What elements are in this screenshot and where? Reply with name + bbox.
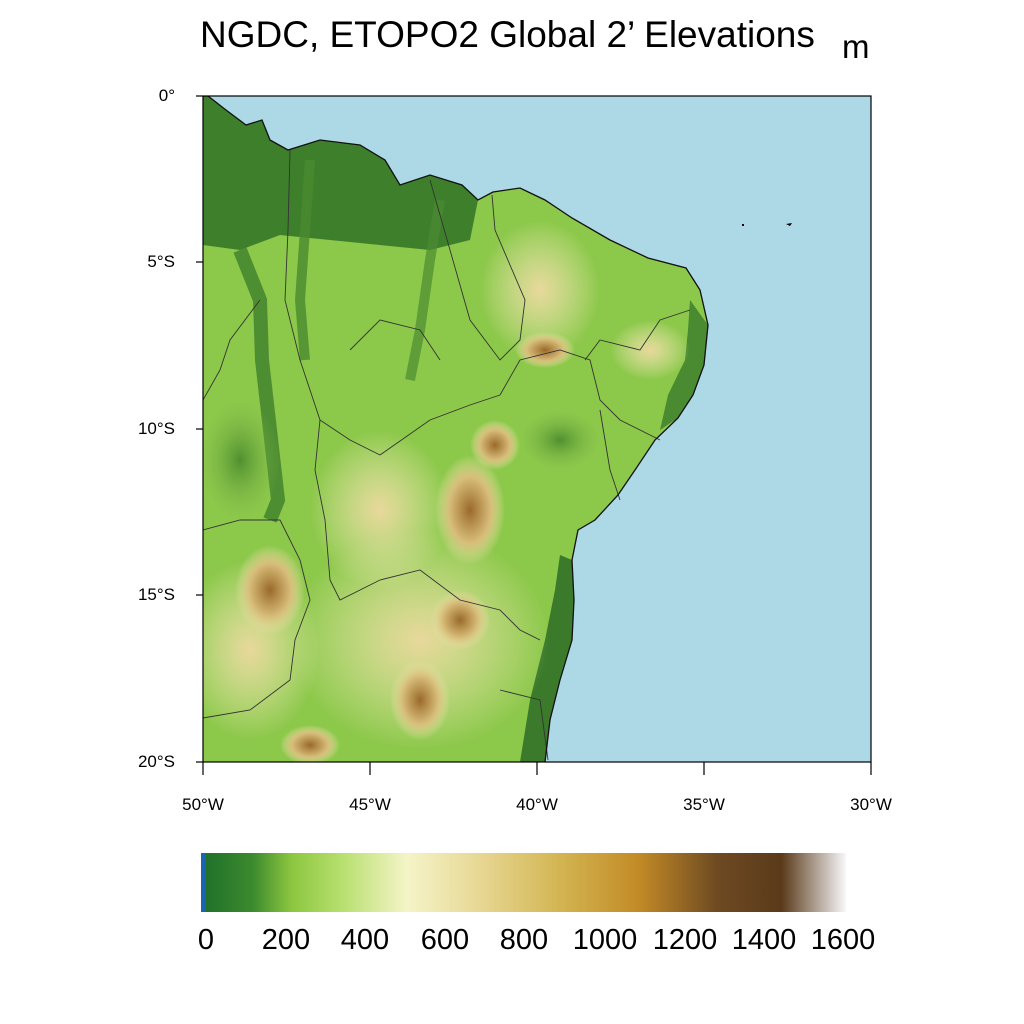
units-label: m [842,28,870,65]
colorbar-ocean-swatch [201,853,206,912]
lat-label-5s: 5°S [147,252,175,271]
lon-label-35w: 35°W [683,795,725,814]
state-borders [203,149,691,761]
colorbar-label-400: 400 [340,924,390,956]
colorbar-label-1400: 1400 [731,924,797,956]
lat-label-15s: 15°S [137,585,175,604]
coastline [203,96,709,762]
lat-label-20s: 20°S [137,752,175,771]
lat-label-0: 0° [158,86,175,105]
lon-label-30w: 30°W [850,795,892,814]
lon-label-50w: 50°W [182,795,224,814]
lon-label-45w: 45°W [349,795,391,814]
colorbar-label-800: 800 [499,924,549,956]
map-title: NGDC, ETOPO2 Global 2’ Elevations [200,14,815,55]
colorbar-label-0: 0 [197,924,215,956]
elevation-colorbar [201,853,846,912]
colorbar-label-1000: 1000 [572,924,638,956]
colorbar-label-1200: 1200 [652,924,718,956]
lon-label-40w: 40°W [516,795,558,814]
colorbar-label-1600: 1600 [810,924,876,956]
colorbar-label-200: 200 [261,924,311,956]
lat-label-10s: 10°S [137,419,175,438]
axis-ticks [196,95,872,775]
colorbar-label-600: 600 [420,924,470,956]
